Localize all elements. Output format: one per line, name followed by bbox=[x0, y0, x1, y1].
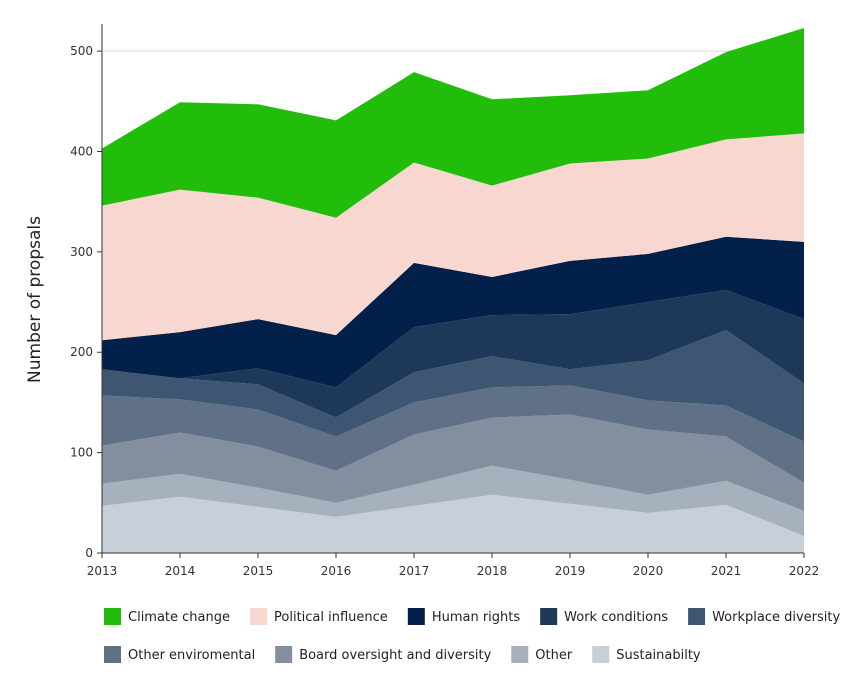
legend-item-human-rights: Human rights bbox=[407, 608, 521, 625]
legend-label: Climate change bbox=[128, 610, 230, 625]
legend-label: Sustainabilty bbox=[616, 648, 701, 663]
legend-swatch bbox=[250, 608, 268, 625]
x-tick-label: 2016 bbox=[321, 564, 352, 578]
legend-item-political-influence: Political influence bbox=[250, 608, 388, 625]
x-tick-label: 2015 bbox=[243, 564, 274, 578]
legend-item-work-conditions: Work conditions bbox=[540, 608, 668, 625]
legend-swatch bbox=[104, 646, 121, 663]
x-tick-label: 2017 bbox=[399, 564, 430, 578]
legend-item-workplace-diversity: Workplace diversity bbox=[688, 608, 841, 625]
axes: 0 100 200 300 400 500 2013 2014 2015 2016 2017 2018… bbox=[70, 24, 819, 578]
x-tick-label: 2022 bbox=[789, 564, 820, 578]
legend-item-sustainabilty: Sustainabilty bbox=[592, 646, 701, 663]
y-axis-title: Number of propsals bbox=[25, 216, 45, 383]
y-tick-label: 0 bbox=[85, 546, 93, 560]
y-tick-label: 500 bbox=[70, 44, 93, 58]
y-tick-label: 400 bbox=[70, 144, 93, 158]
legend-label: Workplace diversity bbox=[712, 610, 840, 625]
legend-label: Work conditions bbox=[564, 610, 668, 625]
x-tick-label: 2014 bbox=[165, 564, 196, 578]
y-tick-label: 300 bbox=[70, 245, 93, 259]
y-tick-label: 200 bbox=[70, 345, 93, 359]
legend-label: Other enviromental bbox=[128, 648, 255, 663]
legend-item-climate-change: Climate change bbox=[104, 608, 230, 625]
legend-swatch bbox=[540, 608, 558, 625]
y-tick-label: 100 bbox=[70, 446, 93, 460]
x-tick-label: 2013 bbox=[87, 564, 118, 578]
legend-swatch bbox=[275, 646, 293, 663]
legend-swatch bbox=[688, 608, 706, 625]
legend-swatch bbox=[407, 608, 425, 625]
legend: Climate change Political influence Human r… bbox=[104, 608, 841, 663]
legend-swatch bbox=[592, 646, 610, 663]
area-workplace-diversity bbox=[102, 330, 804, 442]
area-series bbox=[102, 28, 804, 553]
area-political-influence bbox=[102, 133, 804, 341]
area-climate-change bbox=[102, 28, 804, 218]
area-other-enviromental bbox=[102, 385, 804, 483]
legend-label: Political influence bbox=[274, 610, 388, 625]
area-board-oversight-and-diversity bbox=[102, 414, 804, 511]
area-work-conditions bbox=[102, 290, 804, 418]
legend-label: Human rights bbox=[432, 610, 521, 625]
legend-item-other: Other bbox=[511, 646, 573, 663]
area-other bbox=[102, 465, 804, 536]
legend-item-board-oversight-and-diversity: Board oversight and diversity bbox=[275, 646, 492, 663]
x-tick-label: 2020 bbox=[633, 564, 664, 578]
legend-item-other-enviromental: Other enviromental bbox=[104, 646, 255, 663]
legend-swatch bbox=[104, 608, 121, 625]
area-human-rights bbox=[102, 236, 804, 388]
x-tick-label: 2021 bbox=[711, 564, 742, 578]
legend-label: Other bbox=[535, 648, 573, 663]
x-tick-label: 2019 bbox=[555, 564, 586, 578]
legend-swatch bbox=[511, 646, 529, 663]
legend-label: Board oversight and diversity bbox=[299, 648, 491, 663]
x-tick-label: 2018 bbox=[477, 564, 508, 578]
area-sustainabilty bbox=[102, 494, 804, 553]
